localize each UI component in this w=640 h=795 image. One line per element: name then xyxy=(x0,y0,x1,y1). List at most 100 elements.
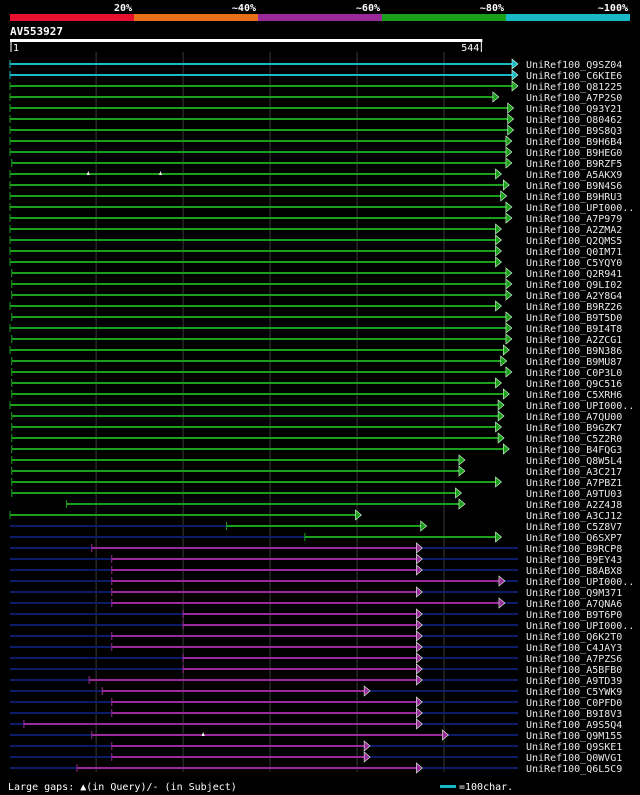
hit-label[interactable]: UniRef100_B9HEG0 xyxy=(526,148,622,159)
hit-label[interactable]: UniRef100_A9S5Q4 xyxy=(526,720,622,731)
hit-row[interactable]: UniRef100_C5XRH6 xyxy=(11,388,623,401)
hit-label[interactable]: UniRef100_A5AKX9 xyxy=(526,170,622,181)
hit-label[interactable]: UniRef100_B9T5D0 xyxy=(526,313,622,324)
hit-row[interactable]: UniRef100_B9RZF5 xyxy=(11,157,623,170)
hit-label[interactable]: UniRef100_B9RZ26 xyxy=(526,302,622,313)
hit-label[interactable]: UniRef100_A7P2S0 xyxy=(526,93,622,104)
hit-row[interactable]: UniRef100_A2ZMA2 xyxy=(9,223,622,236)
hit-row[interactable]: UniRef100_Q81225 xyxy=(9,80,622,93)
hit-row[interactable]: UniRef100_C5YQY0 xyxy=(9,256,622,269)
hit-row[interactable]: UniRef100_Q9M155 xyxy=(10,729,622,742)
hit-label[interactable]: UniRef100_Q8W5L4 xyxy=(526,456,622,467)
hit-label[interactable]: UniRef100_Q9C516 xyxy=(526,379,622,390)
hit-row[interactable]: UniRef100_A7PBZ1 xyxy=(11,476,623,489)
hit-row[interactable]: UniRef100_UPI000.. xyxy=(10,619,634,632)
hit-row[interactable]: UniRef100_C0PFD0 xyxy=(10,696,622,709)
hit-row[interactable]: UniRef100_A5BFB0 xyxy=(10,663,622,676)
hit-label[interactable]: UniRef100_Q9SKE1 xyxy=(526,742,622,753)
hit-label[interactable]: UniRef100_A2ZCG1 xyxy=(526,335,622,346)
hit-row[interactable]: UniRef100_Q9SZ04 xyxy=(9,58,622,71)
hit-row[interactable]: UniRef100_B9RCP8 xyxy=(10,542,622,555)
hit-row[interactable]: UniRef100_B9T6P0 xyxy=(10,608,622,621)
hit-row[interactable]: UniRef100_A2ZCG1 xyxy=(11,333,623,346)
hit-row[interactable]: UniRef100_Q9LI02 xyxy=(11,278,623,291)
hit-label[interactable]: UniRef100_B9I8V3 xyxy=(526,709,622,720)
hit-row[interactable]: UniRef100_Q0IM71 xyxy=(9,245,622,258)
hit-label[interactable]: UniRef100_A7QNA6 xyxy=(526,599,622,610)
hit-label[interactable]: UniRef100_B9MU87 xyxy=(526,357,622,368)
hit-row[interactable]: UniRef100_B9GZK7 xyxy=(11,421,623,434)
hit-label[interactable]: UniRef100_Q0IM71 xyxy=(526,247,622,258)
hit-label[interactable]: UniRef100_C0PFD0 xyxy=(526,698,622,709)
hit-row[interactable]: UniRef100_UPI000.. xyxy=(9,201,634,214)
hit-row[interactable]: UniRef100_B9EY43 xyxy=(10,553,622,566)
hit-row[interactable]: UniRef100_O80462 xyxy=(9,113,622,126)
hit-label[interactable]: UniRef100_A3CJ12 xyxy=(526,511,622,522)
hit-row[interactable]: UniRef100_B9HRU3 xyxy=(9,190,622,203)
hit-row[interactable]: UniRef100_A7QU00 xyxy=(11,410,623,423)
hit-label[interactable]: UniRef100_Q6SXP7 xyxy=(526,533,622,544)
hit-label[interactable]: UniRef100_Q2R941 xyxy=(526,269,622,280)
hit-label[interactable]: UniRef100_B9I4T8 xyxy=(526,324,622,335)
hit-row[interactable]: UniRef100_Q9SKE1 xyxy=(10,740,622,753)
hit-label[interactable]: UniRef100_Q93Y21 xyxy=(526,104,622,115)
hit-row[interactable]: UniRef100_C5Z8V7 xyxy=(10,520,622,533)
hit-label[interactable]: UniRef100_A9TU03 xyxy=(526,489,622,500)
hit-label[interactable]: UniRef100_C5XRH6 xyxy=(526,390,622,401)
hit-row[interactable]: UniRef100_B9MU87 xyxy=(11,355,623,368)
hit-row[interactable]: UniRef100_A7QNA6 xyxy=(10,597,622,610)
hit-row[interactable]: UniRef100_B9S8Q3 xyxy=(9,124,622,137)
hit-row[interactable]: UniRef100_Q2R941 xyxy=(11,267,623,280)
hit-row[interactable]: UniRef100_A9TD39 xyxy=(10,674,622,687)
hit-row[interactable]: UniRef100_Q6SXP7 xyxy=(10,531,622,544)
hit-row[interactable]: UniRef100_Q2QMS5 xyxy=(9,234,622,247)
hit-row[interactable]: UniRef100_B9N4S6 xyxy=(9,179,622,192)
hit-label[interactable]: UniRef100_A9TD39 xyxy=(526,676,622,687)
hit-label[interactable]: UniRef100_B9GZK7 xyxy=(526,423,622,434)
hit-row[interactable]: UniRef100_C4JAY3 xyxy=(10,641,622,654)
hit-row[interactable]: UniRef100_A5AKX9 xyxy=(9,168,622,181)
hit-label[interactable]: UniRef100_Q81225 xyxy=(526,82,622,93)
hit-row[interactable]: UniRef100_B4FQG3 xyxy=(11,443,623,456)
hit-label[interactable]: UniRef100_Q6K2T0 xyxy=(526,632,622,643)
hit-label[interactable]: UniRef100_C0P3L0 xyxy=(526,368,622,379)
hit-label[interactable]: UniRef100_Q9SZ04 xyxy=(526,60,622,71)
hit-label[interactable]: UniRef100_Q0WVG1 xyxy=(526,753,622,764)
hit-row[interactable]: UniRef100_A7PZS6 xyxy=(10,652,622,665)
hit-label[interactable]: UniRef100_C5YWK9 xyxy=(526,687,622,698)
hit-label[interactable]: UniRef100_C6KIE6 xyxy=(526,71,622,82)
hit-row[interactable]: UniRef100_Q9M371 xyxy=(10,586,622,599)
hit-label[interactable]: UniRef100_UPI000.. xyxy=(526,203,634,214)
hit-label[interactable]: UniRef100_B9EY43 xyxy=(526,555,622,566)
hit-label[interactable]: UniRef100_UPI000.. xyxy=(526,401,634,412)
hit-row[interactable]: UniRef100_B9RZ26 xyxy=(9,300,622,313)
hit-label[interactable]: UniRef100_C5Z2R0 xyxy=(526,434,622,445)
hit-row[interactable]: UniRef100_B9I4T8 xyxy=(9,322,622,335)
hit-row[interactable]: UniRef100_Q6L5C9 xyxy=(10,762,622,775)
hit-row[interactable]: UniRef100_Q9C516 xyxy=(11,377,623,390)
hit-label[interactable]: UniRef100_UPI000.. xyxy=(526,621,634,632)
hit-row[interactable]: UniRef100_Q0WVG1 xyxy=(10,751,622,764)
hit-row[interactable]: UniRef100_C5Z2R0 xyxy=(11,432,623,445)
hit-row[interactable]: UniRef100_A3CJ12 xyxy=(9,509,622,522)
hit-label[interactable]: UniRef100_B9RZF5 xyxy=(526,159,622,170)
hit-label[interactable]: UniRef100_B4FQG3 xyxy=(526,445,622,456)
hit-label[interactable]: UniRef100_B9RCP8 xyxy=(526,544,622,555)
hit-label[interactable]: UniRef100_Q6L5C9 xyxy=(526,764,622,775)
hit-label[interactable]: UniRef100_B9N4S6 xyxy=(526,181,622,192)
hit-row[interactable]: UniRef100_B9N386 xyxy=(9,344,622,357)
hit-row[interactable]: UniRef100_B9HEG0 xyxy=(9,146,622,159)
hit-label[interactable]: UniRef100_Q9LI02 xyxy=(526,280,622,291)
hit-label[interactable]: UniRef100_A7P979 xyxy=(526,214,622,225)
hit-label[interactable]: UniRef100_A2Z4J8 xyxy=(526,500,622,511)
hit-label[interactable]: UniRef100_B8ABX8 xyxy=(526,566,622,577)
hit-label[interactable]: UniRef100_A7QU00 xyxy=(526,412,622,423)
hit-label[interactable]: UniRef100_Q2QMS5 xyxy=(526,236,622,247)
hit-row[interactable]: UniRef100_B9I8V3 xyxy=(10,707,622,720)
hit-row[interactable]: UniRef100_C6KIE6 xyxy=(9,69,622,82)
hit-row[interactable]: UniRef100_Q8W5L4 xyxy=(11,454,623,467)
hit-label[interactable]: UniRef100_A7PZS6 xyxy=(526,654,622,665)
hit-row[interactable]: UniRef100_A7P979 xyxy=(9,212,622,225)
hit-label[interactable]: UniRef100_A2ZMA2 xyxy=(526,225,622,236)
hit-label[interactable]: UniRef100_B9S8Q3 xyxy=(526,126,622,137)
